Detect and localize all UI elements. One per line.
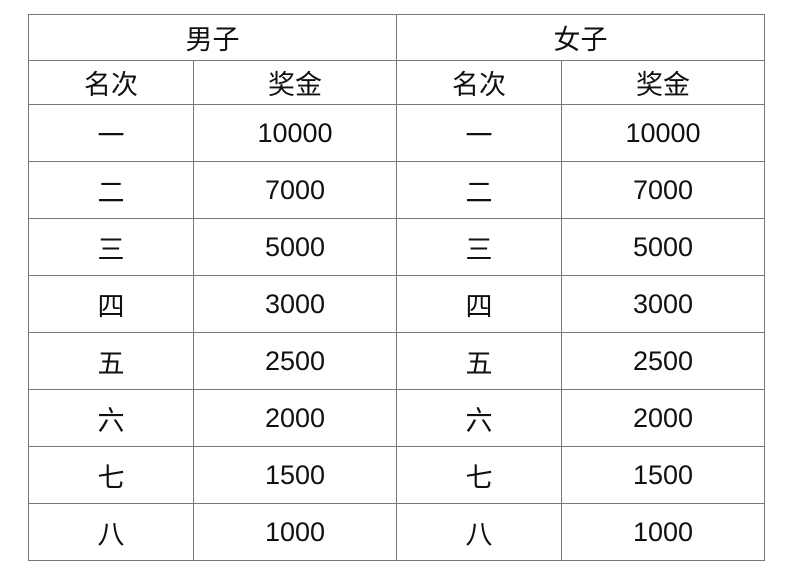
men-prize-cell: 2500 [193, 332, 397, 390]
women-prize-cell: 10000 [561, 104, 765, 162]
table-row: 二 7000 二 7000 [28, 161, 765, 219]
men-prize-cell: 2000 [193, 389, 397, 447]
men-rank-cell: 八 [28, 503, 194, 561]
men-prize-header: 奖金 [193, 60, 397, 105]
women-prize-cell: 2000 [561, 389, 765, 447]
women-rank-cell: 八 [396, 503, 562, 561]
men-rank-cell: 五 [28, 332, 194, 390]
women-rank-cell: 一 [396, 104, 562, 162]
women-rank-cell: 六 [396, 389, 562, 447]
women-rank-cell: 七 [396, 446, 562, 504]
table-row: 三 5000 三 5000 [28, 218, 765, 276]
women-rank-cell: 二 [396, 161, 562, 219]
men-prize-cell: 7000 [193, 161, 397, 219]
men-rank-cell: 七 [28, 446, 194, 504]
group-header-row: 男子 女子 [28, 14, 765, 61]
men-prize-cell: 10000 [193, 104, 397, 162]
table-row: 七 1500 七 1500 [28, 446, 765, 504]
men-rank-cell: 二 [28, 161, 194, 219]
men-header: 男子 [28, 14, 397, 61]
men-rank-cell: 六 [28, 389, 194, 447]
men-rank-header: 名次 [28, 60, 194, 105]
men-rank-cell: 四 [28, 275, 194, 333]
women-rank-header: 名次 [396, 60, 562, 105]
men-prize-cell: 1000 [193, 503, 397, 561]
women-header: 女子 [396, 14, 765, 61]
table-row: 五 2500 五 2500 [28, 332, 765, 390]
table-row: 一 10000 一 10000 [28, 104, 765, 162]
women-rank-cell: 五 [396, 332, 562, 390]
men-prize-cell: 3000 [193, 275, 397, 333]
women-rank-cell: 三 [396, 218, 562, 276]
column-header-row: 名次 奖金 名次 奖金 [28, 60, 765, 105]
table-row: 八 1000 八 1000 [28, 503, 765, 561]
prize-table: 男子 女子 名次 奖金 名次 奖金 一 10000 一 10000 二 7000 二 7000… [28, 14, 765, 561]
women-prize-cell: 1500 [561, 446, 765, 504]
women-prize-cell: 3000 [561, 275, 765, 333]
women-prize-cell: 1000 [561, 503, 765, 561]
table-row: 四 3000 四 3000 [28, 275, 765, 333]
women-prize-header: 奖金 [561, 60, 765, 105]
table-row: 六 2000 六 2000 [28, 389, 765, 447]
men-prize-cell: 5000 [193, 218, 397, 276]
men-rank-cell: 三 [28, 218, 194, 276]
men-prize-cell: 1500 [193, 446, 397, 504]
men-rank-cell: 一 [28, 104, 194, 162]
women-prize-cell: 2500 [561, 332, 765, 390]
women-prize-cell: 5000 [561, 218, 765, 276]
women-prize-cell: 7000 [561, 161, 765, 219]
women-rank-cell: 四 [396, 275, 562, 333]
